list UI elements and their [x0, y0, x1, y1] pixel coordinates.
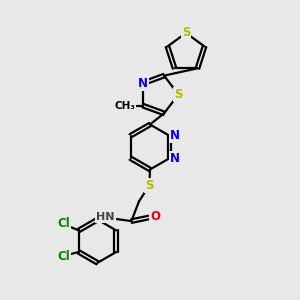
Text: S: S [145, 178, 154, 192]
Text: S: S [174, 88, 183, 101]
Text: Cl: Cl [57, 217, 70, 230]
Text: N: N [170, 152, 180, 165]
Text: N: N [170, 129, 180, 142]
Text: O: O [150, 209, 161, 223]
Text: HN: HN [96, 212, 115, 222]
Text: S: S [182, 26, 190, 40]
Text: Cl: Cl [57, 250, 70, 263]
Text: N: N [138, 77, 148, 90]
Text: CH₃: CH₃ [115, 101, 136, 111]
